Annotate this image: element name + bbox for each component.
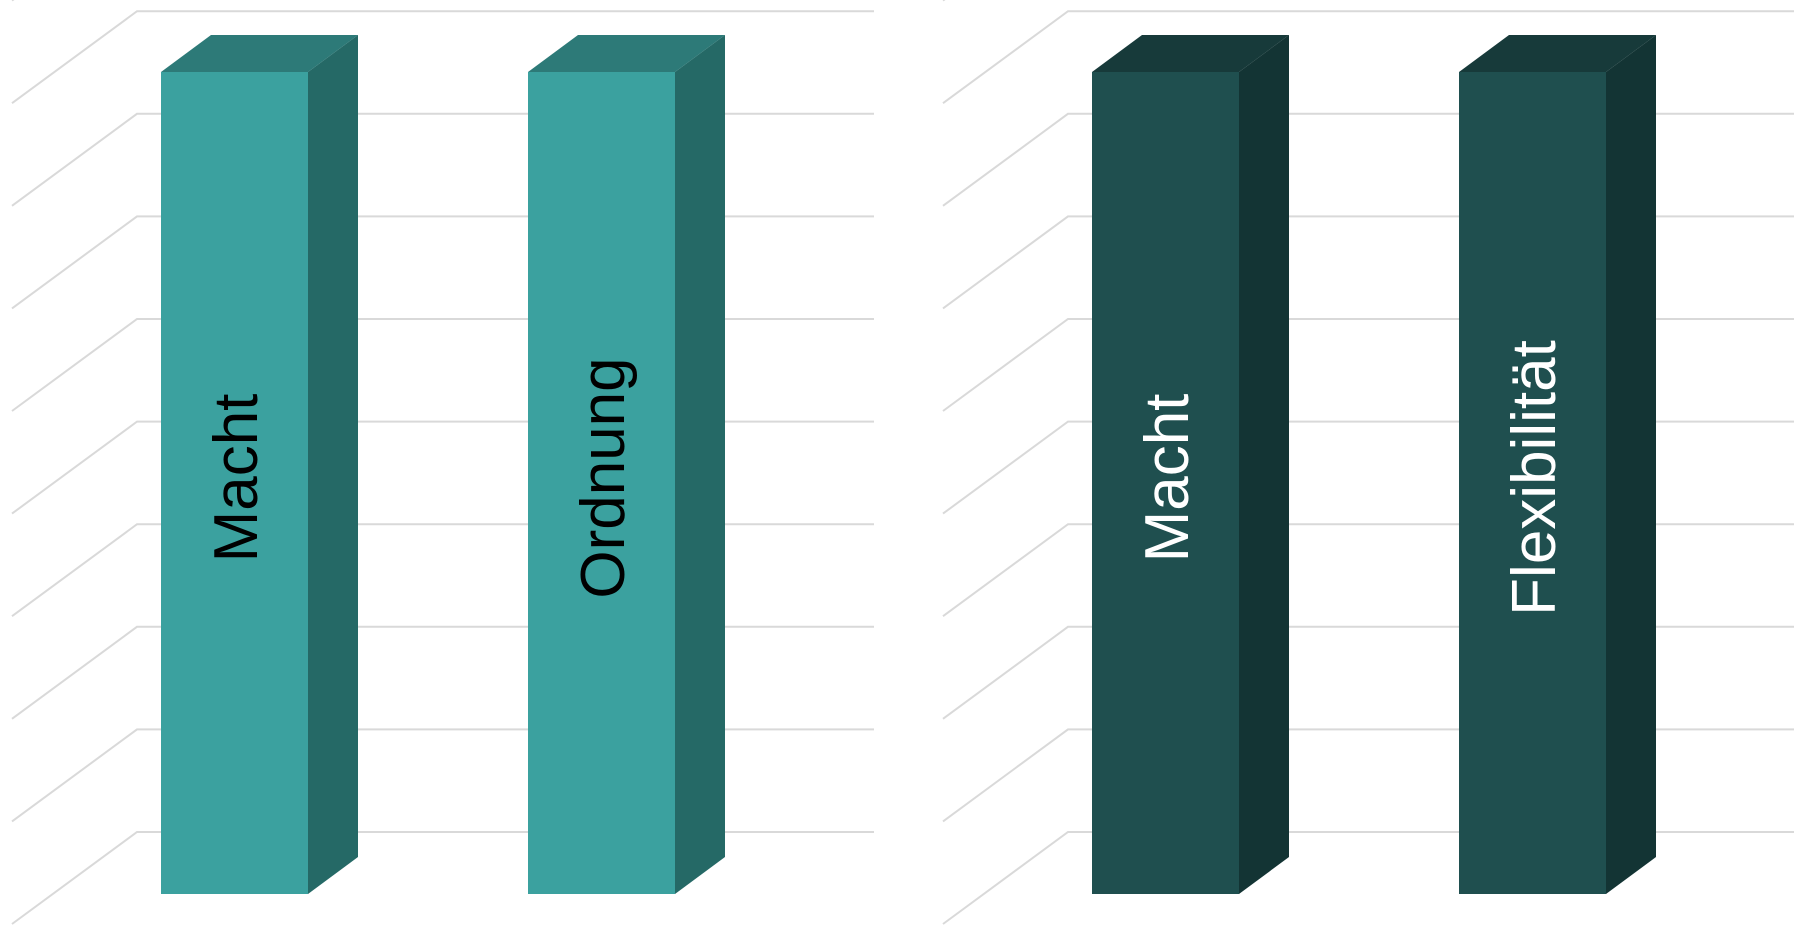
bar-top-face [161,35,358,72]
bar-side-face [1606,35,1656,894]
gridline [942,215,1794,310]
gridline [942,625,1794,720]
gridline [11,831,874,925]
gridline [942,523,1794,618]
bar-top-face [1092,35,1289,72]
gridline [11,625,874,720]
gridline [942,728,1794,823]
gridline [11,10,874,105]
gridline [11,523,874,618]
bar-side-face [308,35,358,894]
gridline [942,10,1794,105]
bar-front-face [161,72,308,894]
gridline [942,0,946,2]
gridline [942,112,1794,207]
bar-label: Ordnung [569,357,638,598]
right-chart-panel: Macht Flexibilität [942,0,1794,925]
bar-label: Macht [202,394,271,563]
bar-side-face [1239,35,1289,894]
gridline [942,420,1794,515]
gridline [11,215,874,310]
bar-macht: Macht [1092,35,1289,894]
bar-front-face [528,72,675,894]
gridline [942,318,1794,412]
bar-side-face [675,35,725,894]
gridline [11,112,874,207]
gridline [11,728,874,823]
bar-label: Macht [1133,394,1202,563]
bar-front-face [1459,72,1606,894]
gridline [11,318,874,412]
bar-ordnung: Ordnung [528,35,725,894]
gridline [11,0,15,2]
bar-front-face [1092,72,1239,894]
bar-macht: Macht [161,35,358,894]
left-chart-panel: Macht Ordnung [11,0,874,925]
bar-top-face [528,35,725,72]
gridline [942,831,1794,925]
bar-label: Flexibilität [1500,340,1569,616]
bar-top-face [1459,35,1656,72]
bar-flexibilität: Flexibilität [1459,35,1656,894]
gridline [11,420,874,515]
